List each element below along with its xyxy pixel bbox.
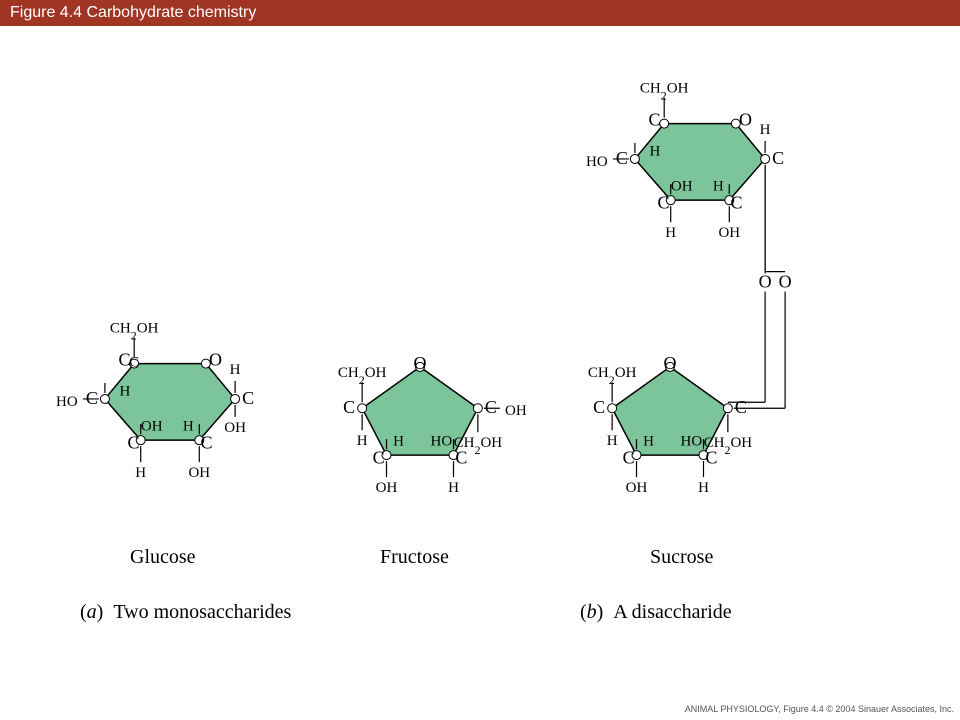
svg-text:C: C <box>242 388 254 408</box>
svg-text:OH: OH <box>376 481 398 497</box>
svg-text:H: H <box>643 434 654 450</box>
svg-text:CH2OH: CH2OH <box>588 366 637 387</box>
caption-a: (a) Two monosaccharides <box>80 601 291 624</box>
svg-text:OH: OH <box>141 419 163 435</box>
svg-text:CH2OH: CH2OH <box>338 366 387 387</box>
svg-text:C: C <box>200 433 212 453</box>
svg-text:H: H <box>230 362 241 378</box>
caption-a-text: Two monosaccharides <box>113 601 291 623</box>
figure-stage: OCCCCCOCCCCOCCCCCOCCCCCH2OHCHOHHOHOHHHHO… <box>0 26 960 716</box>
svg-text:C: C <box>623 447 635 467</box>
svg-text:C: C <box>86 388 98 408</box>
svg-text:C: C <box>593 397 605 417</box>
svg-text:HO: HO <box>56 394 78 410</box>
credit-line: ANIMAL PHYSIOLOGY, Figure 4.4 © 2004 Sin… <box>685 704 954 714</box>
title-bar: Figure 4.4 Carbohydrate chemistry <box>0 0 960 26</box>
svg-text:H: H <box>357 434 368 450</box>
caption-b-letter: b <box>587 601 597 623</box>
caption-b-text: A disaccharide <box>613 601 731 623</box>
svg-text:O: O <box>414 353 427 373</box>
svg-text:H: H <box>649 144 660 160</box>
svg-text:OH: OH <box>718 226 740 242</box>
svg-text:H: H <box>607 434 618 450</box>
title-text: Figure 4.4 Carbohydrate chemistry <box>10 4 256 21</box>
svg-text:HO: HO <box>431 434 453 450</box>
svg-text:O: O <box>779 272 792 292</box>
svg-text:H: H <box>698 481 709 497</box>
svg-text:O: O <box>739 110 752 130</box>
svg-text:H: H <box>393 434 404 450</box>
svg-text:C: C <box>128 433 140 453</box>
svg-text:HO: HO <box>586 154 608 170</box>
svg-text:H: H <box>119 384 130 400</box>
label-glucose: Glucose <box>130 546 196 569</box>
svg-text:CH2OH: CH2OH <box>640 81 689 102</box>
svg-text:C: C <box>129 355 139 371</box>
svg-text:OH: OH <box>505 404 527 420</box>
svg-text:CH2OH: CH2OH <box>110 321 159 342</box>
svg-text:C: C <box>730 193 742 213</box>
svg-text:H: H <box>760 122 771 138</box>
svg-text:OH: OH <box>224 420 246 436</box>
label-sucrose: Sucrose <box>650 546 713 569</box>
svg-text:OH: OH <box>626 481 648 497</box>
svg-text:HO: HO <box>681 434 703 450</box>
svg-text:H: H <box>448 481 459 497</box>
svg-text:C: C <box>616 148 628 168</box>
svg-text:O: O <box>664 353 677 373</box>
label-fructose: Fructose <box>380 546 449 569</box>
svg-text:H: H <box>135 466 146 482</box>
svg-text:OH: OH <box>188 466 210 482</box>
svg-text:C: C <box>772 148 784 168</box>
caption-a-letter: a <box>87 601 97 623</box>
svg-text:OH: OH <box>671 179 693 195</box>
svg-text:C: C <box>735 397 747 417</box>
svg-text:O: O <box>759 272 772 292</box>
svg-text:C: C <box>485 397 497 417</box>
svg-text:H: H <box>183 419 194 435</box>
svg-text:O: O <box>209 350 222 370</box>
svg-text:H: H <box>665 226 676 242</box>
caption-b: (b) A disaccharide <box>580 601 732 624</box>
svg-text:C: C <box>373 447 385 467</box>
svg-text:C: C <box>343 397 355 417</box>
svg-text:H: H <box>713 179 724 195</box>
svg-text:C: C <box>658 193 670 213</box>
svg-text:C: C <box>649 110 661 130</box>
chemistry-svg: OCCCCCOCCCCOCCCCCOCCCCCH2OHCHOHHOHOHHHHO… <box>0 26 960 686</box>
